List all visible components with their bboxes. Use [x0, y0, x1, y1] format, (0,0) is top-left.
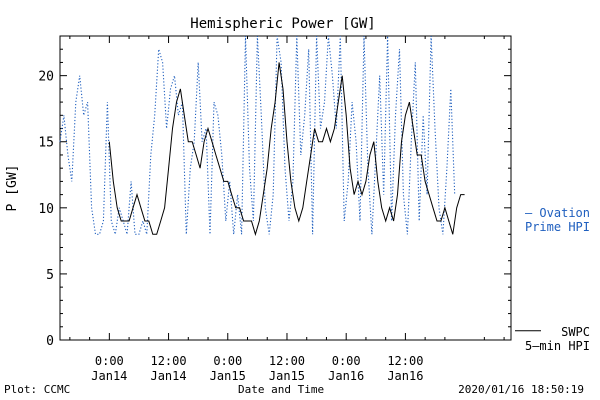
y-tick-label: 0	[46, 334, 54, 349]
x-tick-label-date: Jan14	[91, 369, 127, 383]
y-tick-label: 5	[46, 268, 54, 283]
y-axis-label: P [GW]	[5, 165, 20, 212]
y-tick-label: 15	[38, 136, 54, 151]
legend-swpc-line1: SWPC	[561, 325, 590, 339]
x-tick-label-time: 0:00	[95, 354, 124, 368]
x-tick-label-time: 12:00	[150, 354, 186, 368]
footer-plot-credit: Plot: CCMC	[4, 383, 71, 396]
x-tick-label-date: Jan16	[328, 369, 364, 383]
legend-swpc-line2: 5–min HPI	[525, 339, 590, 353]
x-tick-label-date: Jan16	[387, 369, 423, 383]
y-tick-label: 20	[38, 70, 54, 85]
x-tick-label-date: Jan15	[269, 369, 305, 383]
plot-frame	[59, 35, 512, 341]
x-tick-label-time: 12:00	[387, 354, 423, 368]
legend-ovation-line1: – Ovation	[525, 206, 590, 220]
series-line-swpc	[108, 62, 465, 237]
footer-axis-caption: Date and Time	[238, 383, 325, 396]
x-tick-label-time: 0:00	[332, 354, 361, 368]
series-line-ovation	[59, 35, 456, 235]
x-tick-label-date: Jan15	[210, 369, 246, 383]
chart-title: Hemispheric Power [GW]	[190, 16, 375, 32]
x-tick-label-date: Jan14	[150, 369, 186, 383]
legend-ovation-line2: Prime HPI	[525, 220, 590, 234]
y-tick-label: 10	[38, 202, 54, 217]
x-tick-label-time: 12:00	[269, 354, 305, 368]
footer-timestamp: 2020/01/16 18:50:19	[458, 383, 584, 396]
x-tick-label-time: 0:00	[213, 354, 242, 368]
